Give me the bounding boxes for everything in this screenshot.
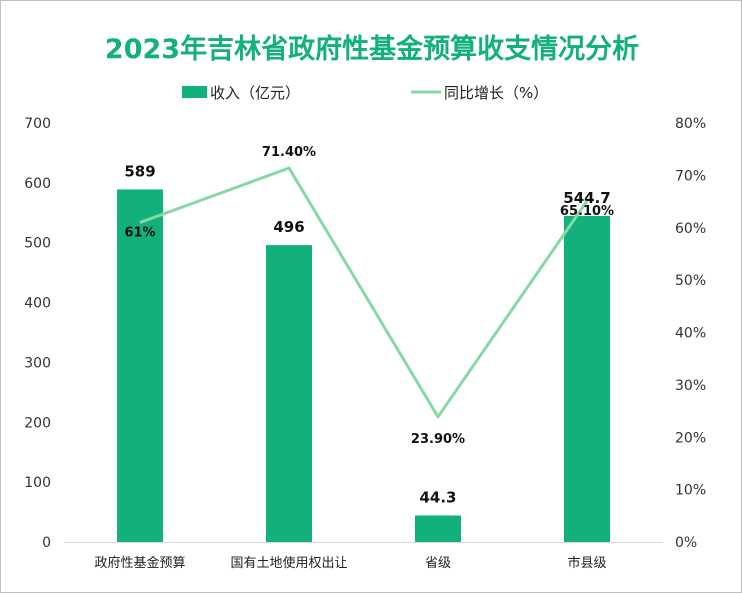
bar-0 [117,189,163,542]
right-axis-tick: 10% [675,483,706,499]
bar-1 [266,245,312,542]
bar-label-2: 44.3 [419,488,456,506]
right-axis-tick: 60% [675,221,706,237]
left-axis-tick: 400 [24,296,51,312]
legend-bar-label: 收入（亿元） [210,84,300,102]
left-axis-tick: 300 [24,355,51,371]
legend-bar-swatch [182,86,207,98]
right-axis-tick: 50% [675,273,706,289]
left-axis-tick: 200 [24,415,51,431]
line-label-0: 61% [124,226,155,241]
x-tick-1: 国有土地使用权出让 [230,555,347,571]
right-axis-tick: 40% [675,326,706,342]
bar-2 [415,515,461,542]
left-axis-tick: 500 [24,236,51,252]
right-axis-tick: 0% [675,535,697,551]
bar-label-0: 589 [124,162,155,180]
left-axis-tick: 0 [42,535,51,551]
line-label-1: 71.40% [262,145,316,160]
left-axis-tick: 100 [24,475,51,491]
growth-line [140,168,587,417]
right-axis-tick: 30% [675,378,706,394]
left-axis-tick: 600 [24,176,51,192]
right-axis-tick: 70% [675,168,706,184]
line-label-2: 23.90% [411,432,465,447]
bar-3 [564,216,610,542]
line-label-3: 65.10% [560,204,614,219]
bar-label-1: 496 [273,218,304,236]
right-axis-tick: 20% [675,430,706,446]
left-axis-tick: 700 [24,116,51,132]
x-tick-0: 政府性基金预算 [94,555,185,571]
x-tick-3: 市县级 [567,555,606,571]
right-axis-tick: 80% [675,116,706,132]
legend-line-label: 同比增长（%） [444,84,548,102]
x-tick-2: 省级 [425,556,451,571]
